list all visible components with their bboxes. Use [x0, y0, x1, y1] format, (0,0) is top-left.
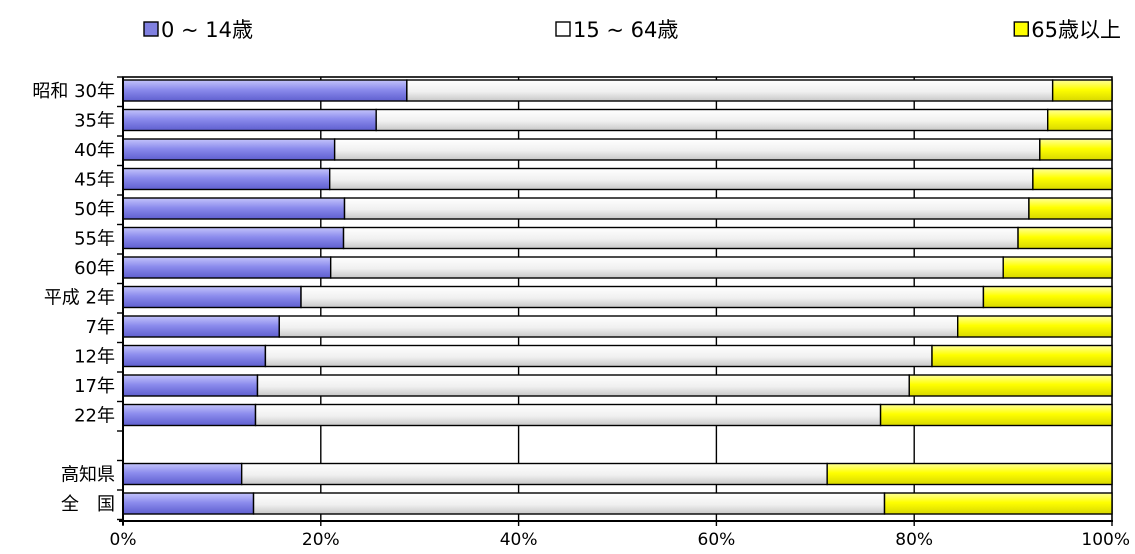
- bar-segment: [826, 462, 1113, 486]
- bar-row: [122, 492, 1113, 515]
- x-tick-label: 100%: [1081, 530, 1130, 550]
- bar-segment: [1051, 79, 1113, 102]
- bar-segment: [300, 285, 985, 309]
- bar-segment: [122, 285, 302, 309]
- bar-segment: [343, 197, 1030, 220]
- bar-row: [122, 403, 1113, 427]
- bar-row: [122, 108, 1113, 132]
- bar-row: [122, 79, 1113, 102]
- x-tick-label: 80%: [895, 530, 933, 550]
- legend-swatch: [555, 21, 571, 37]
- bar-row: [122, 256, 1113, 279]
- legend: 0 ~ 14歳 15 ~ 64歳 65歳以上: [143, 18, 1121, 42]
- bar-segment: [879, 403, 1113, 427]
- bar-segment: [883, 492, 1113, 515]
- bar-row: [122, 197, 1113, 220]
- bar-segment: [122, 226, 345, 250]
- bar-segment: [1032, 167, 1113, 191]
- legend-swatch: [143, 21, 159, 37]
- bars: [122, 79, 1113, 515]
- category-label: 高知県: [61, 465, 115, 486]
- bar-segment: [264, 344, 933, 368]
- bar-segment: [252, 492, 886, 515]
- bar-segment: [254, 403, 882, 427]
- bar-row: [122, 167, 1113, 191]
- bar-segment: [406, 79, 1054, 102]
- bar-segment: [342, 226, 1019, 250]
- bar-segment: [122, 108, 377, 132]
- bar-segment: [982, 285, 1113, 309]
- bar-segment: [1002, 256, 1113, 279]
- bar-segment: [1028, 197, 1113, 220]
- bar-segment: [1017, 226, 1113, 250]
- bar-segment: [122, 167, 331, 191]
- bar-segment: [122, 197, 346, 220]
- bar-segment: [122, 492, 255, 515]
- bar-segment: [122, 403, 257, 427]
- category-label: 40年: [74, 140, 115, 161]
- bar-row: [122, 374, 1113, 397]
- bar-segment: [122, 79, 408, 102]
- bar-row: [122, 138, 1113, 161]
- legend-item: 65歳以上: [1013, 18, 1121, 42]
- category-label: 7年: [86, 317, 115, 338]
- category-label: 22年: [74, 406, 115, 427]
- bar-segment: [329, 167, 1034, 191]
- bar-row: [122, 315, 1113, 338]
- bar-segment: [329, 256, 1004, 279]
- legend-label: 15 ~ 64歳: [573, 18, 678, 42]
- bar-segment: [240, 462, 828, 486]
- category-label: 全 国: [61, 494, 115, 515]
- x-axis-labels: 0% 20% 40% 60% 80% 100%: [110, 530, 1130, 550]
- category-label: 昭和 30年: [32, 81, 115, 102]
- category-label: 17年: [74, 376, 115, 397]
- bar-segment: [122, 315, 280, 338]
- bar-row: [122, 344, 1113, 368]
- category-label: 50年: [74, 199, 115, 220]
- category-label: 12年: [74, 347, 115, 368]
- legend-swatch: [1013, 21, 1029, 37]
- legend-label: 65歳以上: [1031, 18, 1121, 42]
- bar-segment: [931, 344, 1113, 368]
- x-tick-label: 40%: [500, 530, 538, 550]
- legend-item: 15 ~ 64歳: [555, 18, 678, 42]
- category-label: 55年: [74, 229, 115, 250]
- bar-segment: [957, 315, 1113, 338]
- category-label: 平成 2年: [44, 288, 115, 309]
- bar-segment: [256, 374, 910, 397]
- bar-segment: [375, 108, 1049, 132]
- legend-label: 0 ~ 14歳: [161, 18, 253, 42]
- category-label: 45年: [74, 170, 115, 191]
- axes: [117, 76, 1113, 526]
- legend-item: 0 ~ 14歳: [143, 18, 253, 42]
- bar-segment: [908, 374, 1113, 397]
- bar-row: [122, 285, 1113, 309]
- x-tick-label: 20%: [302, 530, 340, 550]
- bar-segment: [1047, 108, 1113, 132]
- category-label: 35年: [74, 111, 115, 132]
- bar-row: [122, 462, 1113, 486]
- x-tick-label: 0%: [110, 530, 137, 550]
- bar-segment: [122, 462, 243, 486]
- bar-segment: [122, 256, 332, 279]
- bar-segment: [122, 374, 259, 397]
- bar-row: [122, 226, 1113, 250]
- bar-segment: [333, 138, 1041, 161]
- category-label: 60年: [74, 258, 115, 279]
- bar-segment: [122, 344, 267, 368]
- x-tick-label: 60%: [698, 530, 736, 550]
- bar-segment: [278, 315, 959, 338]
- bar-segment: [1039, 138, 1113, 161]
- bar-segment: [122, 138, 336, 161]
